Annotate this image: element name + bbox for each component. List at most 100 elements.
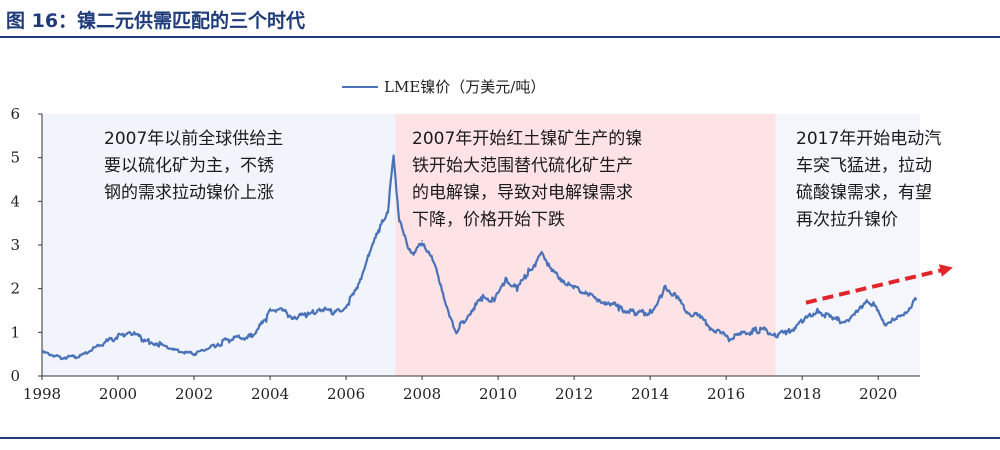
data-point: [387, 209, 389, 211]
x-tick-label: 2020: [859, 385, 897, 403]
era-3-text-line: 硫酸镍需求，有望: [796, 183, 932, 203]
data-point: [831, 318, 834, 321]
data-point: [356, 287, 359, 290]
data-point: [60, 356, 62, 359]
x-tick-label: 2000: [99, 385, 137, 403]
data-point: [516, 287, 518, 290]
y-tick-label: 1: [10, 323, 20, 341]
data-point: [392, 156, 395, 159]
x-tick-label: 2008: [403, 385, 441, 403]
legend-label: LME镍价（万美元/吨）: [384, 78, 545, 96]
data-point: [907, 307, 910, 310]
data-point: [379, 226, 382, 229]
data-point: [698, 316, 701, 318]
data-point: [292, 316, 294, 318]
y-tick-label: 2: [10, 280, 20, 298]
data-point: [280, 309, 283, 312]
data-point: [896, 318, 898, 321]
data-point: [596, 301, 598, 303]
data-point: [455, 331, 458, 334]
data-point: [816, 309, 819, 312]
data-point: [470, 309, 473, 312]
data-point: [843, 320, 845, 323]
x-tick-label: 2016: [707, 385, 745, 403]
data-point: [541, 250, 543, 253]
data-point: [212, 344, 214, 347]
data-point: [755, 329, 758, 331]
legend: LME镍价（万美元/吨）: [342, 78, 545, 96]
data-point: [504, 279, 507, 281]
data-point: [482, 296, 484, 299]
data-point: [710, 327, 712, 329]
data-point: [269, 307, 271, 310]
x-tick-label: 1998: [23, 385, 61, 403]
data-point: [801, 320, 803, 323]
era-background-2: [395, 114, 776, 376]
era-3-text-line: 2017年开始电动汽: [796, 129, 941, 149]
data-point: [413, 252, 416, 255]
data-point: [250, 335, 252, 338]
era-1-text-line: 要以硫化矿为主，不锈: [104, 156, 274, 176]
data-point: [143, 340, 146, 342]
data-point: [493, 298, 496, 301]
data-point: [786, 332, 788, 335]
data-point: [675, 296, 678, 299]
data-point: [664, 285, 667, 288]
era-2-text-line: 铁开始大范围替代硫化矿生产: [412, 156, 633, 176]
era-3-text-line: 再次拉升镍价: [796, 210, 898, 230]
y-tick-label: 3: [10, 236, 20, 254]
data-point: [607, 301, 610, 303]
data-point: [318, 307, 321, 310]
top-rule: [0, 36, 1000, 38]
data-point: [687, 311, 689, 314]
data-point: [866, 298, 868, 301]
data-point: [660, 294, 663, 296]
data-point: [231, 338, 233, 340]
x-tick-label: 2004: [251, 385, 289, 403]
era-1-text-line: 2007年以前全球供给主: [104, 129, 283, 149]
era-3-text-line: 车突飞猛进，拉动: [796, 156, 932, 176]
axes: 0 1 2 3 4 5 6 1998 2000 2002 2004 2006 2008 2010 2012 2…: [10, 105, 920, 403]
y-tick-label: 0: [10, 367, 20, 385]
data-point: [307, 314, 309, 316]
x-tick-label: 2014: [631, 385, 669, 403]
data-point: [854, 314, 857, 316]
y-tick-label: 5: [10, 149, 20, 167]
data-point: [618, 307, 621, 310]
data-point: [128, 330, 131, 333]
data-point: [440, 283, 442, 286]
data-point: [774, 333, 777, 336]
era-2-text-line: 下降，价格开始下跌: [412, 210, 565, 230]
data-point: [584, 290, 587, 292]
trend-arrow: [805, 264, 953, 305]
data-point: [345, 305, 347, 307]
bottom-rule: [0, 437, 1000, 439]
data-point: [432, 261, 435, 264]
data-point: [763, 329, 765, 331]
data-point: [368, 252, 370, 255]
data-point: [333, 311, 336, 314]
data-point: [535, 261, 537, 264]
data-point: [155, 342, 157, 345]
era-background-3: [775, 114, 920, 376]
data-point: [447, 314, 450, 316]
y-tick-label: 4: [10, 192, 20, 210]
x-tick-label: 2002: [175, 385, 213, 403]
era-background-1: [42, 114, 396, 376]
data-point: [573, 287, 575, 290]
data-point: [398, 218, 401, 220]
data-point: [79, 355, 81, 358]
data-point: [721, 333, 724, 336]
figure-header: 图 16：镍二元供需匹配的三个时代: [0, 0, 1000, 34]
era-2-text-line: 的电解镍，导致对电解镍需求: [412, 183, 633, 203]
data-point: [915, 298, 917, 301]
series-layer: [41, 154, 918, 361]
data-point: [421, 239, 423, 242]
data-point: [265, 318, 268, 321]
data-point: [41, 351, 43, 353]
x-tick-label: 2006: [327, 385, 365, 403]
y-tick-label: 6: [10, 105, 20, 123]
x-tick-label: 2010: [479, 385, 517, 403]
data-point: [729, 338, 731, 340]
